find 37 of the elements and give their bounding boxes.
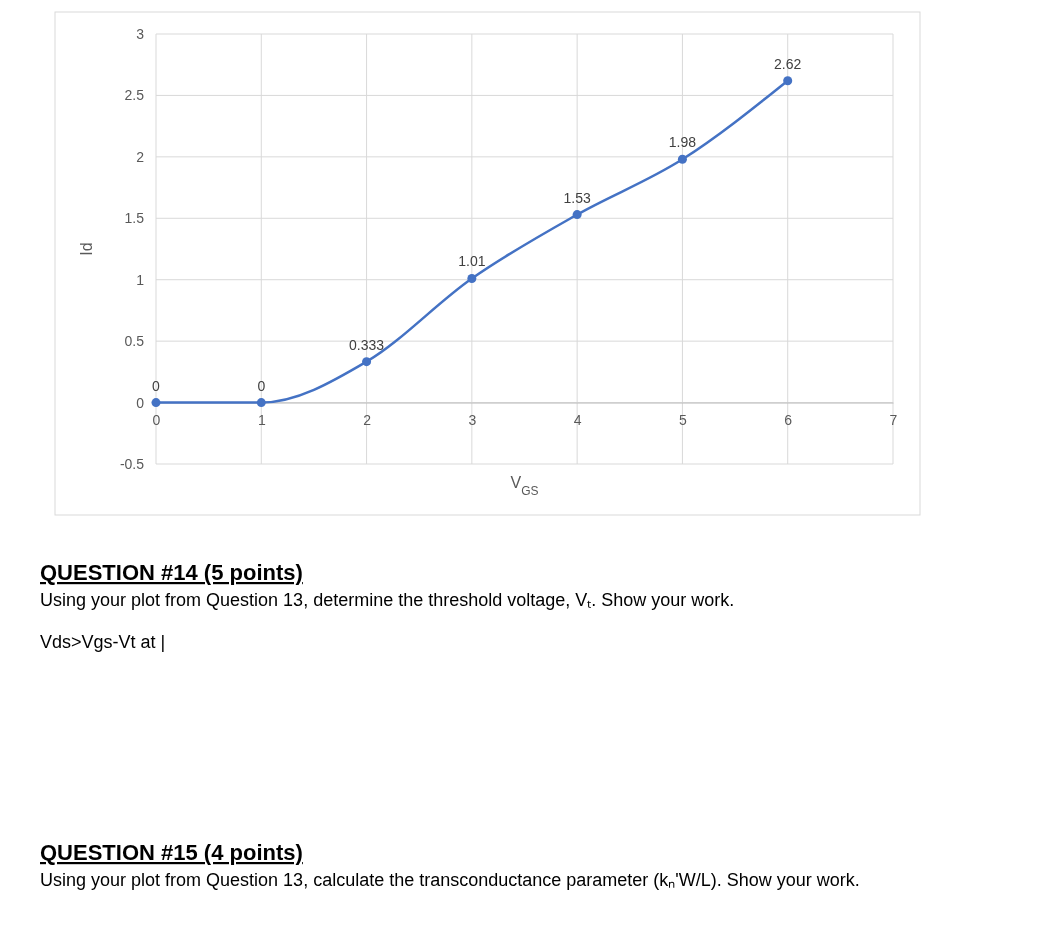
- x-tick-label: 7: [889, 411, 898, 428]
- y-tick-label: 2.5: [124, 87, 145, 104]
- point: [151, 398, 161, 408]
- y-tick-label: -0.5: [119, 455, 145, 472]
- y-tick-label: 1: [136, 271, 145, 288]
- text: Using your plot from Question 13, calculate the transconductance parameter (kₙ'W/L). Show your work.: [40, 870, 860, 890]
- point: [572, 210, 582, 220]
- data-label: 1.98: [668, 134, 697, 151]
- text: QUESTION #15 (4 points): [40, 840, 303, 865]
- point: [467, 273, 477, 283]
- y-axis-title: Id: [78, 242, 95, 256]
- y-tick-label: 3: [136, 25, 145, 42]
- point: [677, 154, 687, 164]
- data-label: 2.62: [774, 55, 802, 72]
- point: [362, 357, 372, 367]
- y-tick-label: 2: [136, 148, 145, 165]
- point: [783, 76, 793, 86]
- data-label: 1.01: [458, 253, 486, 270]
- x-tick-label: 3: [468, 411, 477, 428]
- x-tick-label: 6: [784, 411, 793, 428]
- data-label: 0: [257, 377, 266, 394]
- y-tick-label: 1.5: [124, 210, 145, 227]
- x-axis-title: V$_{GS}$: [510, 474, 539, 498]
- x-tick-label: 1: [257, 411, 266, 428]
- x-tick-label: 5: [679, 411, 688, 428]
- x-tick-label: 4: [573, 411, 582, 428]
- point: [256, 398, 266, 408]
- text: QUESTION #14 (5 points): [40, 560, 303, 585]
- data-label: 0: [152, 377, 161, 394]
- text: Vds>Vgs-Vt at |: [40, 632, 166, 652]
- y-tick-label: 0: [136, 394, 145, 411]
- text: Using your plot from Question 13, determine the threshold voltage, Vₜ. Show your work.: [40, 590, 735, 610]
- y-tick-label: 0.5: [124, 333, 145, 350]
- x-tick-label: 0: [152, 411, 161, 428]
- data-label: 1.53: [563, 189, 591, 206]
- data-label: 0.333: [349, 336, 385, 353]
- x-tick-label: 2: [363, 411, 372, 428]
